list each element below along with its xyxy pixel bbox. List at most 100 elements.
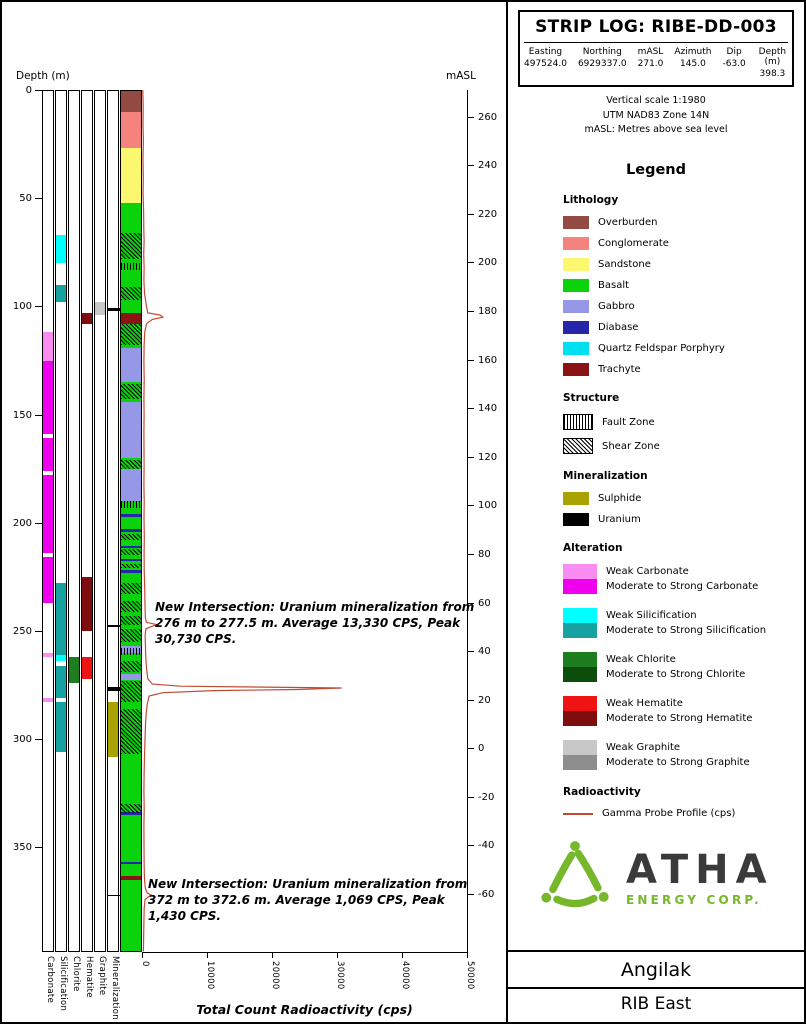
collar-field-depth-m: Depth (m) 398.3 bbox=[757, 47, 788, 79]
depth-tick bbox=[35, 847, 42, 849]
legend-label-weak-hematite: Weak Hematite bbox=[606, 698, 683, 710]
masl-tick bbox=[467, 796, 474, 798]
lithology-interval-trachyte bbox=[121, 312, 141, 324]
masl-tick-label: 0 bbox=[478, 743, 485, 755]
graphite-interval-graphite_weak bbox=[95, 302, 105, 316]
masl-tick bbox=[467, 213, 474, 215]
legend-label-fault-zone: Fault Zone bbox=[602, 416, 655, 428]
shear-zone bbox=[121, 533, 141, 541]
depth-tick-label: 0 bbox=[25, 85, 32, 96]
basalt-swatch bbox=[563, 279, 589, 293]
header-box: STRIP LOG: RIBE-DD-003 Easting 497524.0 No… bbox=[518, 10, 794, 87]
collar-field-value: 497524.0 bbox=[524, 59, 567, 69]
sulphide-swatch bbox=[563, 492, 589, 506]
masl-tick-label: 160 bbox=[478, 354, 498, 366]
cps-tick-label: 0 bbox=[140, 961, 150, 967]
legend-label-weak-carbonate: Weak Carbonate bbox=[606, 566, 689, 578]
scale-notes: Vertical scale 1:1980 UTM NAD83 Zone 14N m… bbox=[508, 94, 804, 138]
shear-zone bbox=[121, 460, 141, 469]
fault-swatch bbox=[563, 414, 593, 431]
legend-pair-weak-hematite: Weak Hematite Moderate to Strong Hematite bbox=[563, 696, 794, 727]
graphite_weak-swatch bbox=[563, 740, 597, 756]
legend-label-quartz-feldspar-porphyry: Quartz Feldspar Porphyry bbox=[598, 343, 725, 355]
masl-axis-title: mASL bbox=[446, 70, 476, 82]
masl-tick-label: 100 bbox=[478, 500, 498, 512]
legend-label-gamma-probe-profile-cps: Gamma Probe Profile (cps) bbox=[602, 808, 736, 820]
pair-swatch bbox=[563, 696, 597, 727]
collar-field-masl: mASL 271.0 bbox=[638, 47, 664, 79]
collar-field-label: Easting bbox=[528, 47, 563, 57]
strip-log-plot: Depth (m) mASL Total Count Radioactivity… bbox=[2, 2, 506, 1022]
depth-tick bbox=[35, 306, 42, 308]
carbonate-interval-carbonate_weak bbox=[43, 698, 53, 703]
masl-tick-label: 240 bbox=[478, 160, 498, 172]
trachyte-swatch bbox=[563, 363, 589, 377]
logo-wordmark: ATHA bbox=[626, 846, 774, 893]
legend-item-sandstone: Sandstone bbox=[563, 258, 794, 272]
masl-tick bbox=[467, 505, 474, 507]
collar-info-table: Easting 497524.0 Northing 6929337.0 mASL 271.… bbox=[524, 42, 788, 79]
atha-logo-icon bbox=[541, 841, 609, 908]
masl-tick bbox=[467, 262, 474, 264]
legend-section-structure: Structure bbox=[563, 392, 620, 405]
shear-zone bbox=[121, 563, 141, 569]
silicification-interval-silicification_strong bbox=[56, 702, 66, 753]
depth-tick bbox=[35, 198, 42, 200]
gamma-swatch bbox=[563, 812, 593, 815]
lithology-interval-diabase bbox=[121, 570, 141, 573]
legend-pair-weak-chlorite: Weak Chlorite Moderate to Strong Chlorite bbox=[563, 652, 794, 683]
lithology-interval-trachyte bbox=[121, 875, 141, 880]
shear-zone bbox=[121, 232, 141, 259]
lithology-interval-diabase bbox=[121, 558, 141, 561]
masl-tick-label: -40 bbox=[478, 840, 495, 852]
masl-tick-label: 180 bbox=[478, 306, 498, 318]
lithology-interval-gabbro bbox=[121, 674, 141, 680]
depth-axis-title: Depth (m) bbox=[16, 70, 70, 82]
lithology-interval-gabbro bbox=[121, 347, 141, 383]
pair-swatch bbox=[563, 608, 597, 639]
collar-field-dip: Dip -63.0 bbox=[722, 47, 745, 79]
area-name: RIB East bbox=[620, 994, 692, 1014]
scale-note-1: Vertical scale 1:1980 bbox=[606, 95, 706, 106]
pair-labels: Weak Carbonate Moderate to Strong Carbona… bbox=[597, 564, 758, 594]
legend-label-weak-graphite: Weak Graphite bbox=[606, 742, 681, 754]
carbonate-interval-carbonate_strong bbox=[43, 475, 53, 554]
masl-tick bbox=[467, 311, 474, 313]
legend-section-mineralization: Mineralization bbox=[563, 470, 648, 483]
legend-title: Legend bbox=[626, 162, 686, 179]
legend-section-lithology: Lithology bbox=[563, 194, 619, 207]
shear-zone bbox=[121, 323, 141, 346]
depth-tick bbox=[35, 414, 42, 416]
cps-tick bbox=[402, 952, 403, 958]
masl-tick-label: 260 bbox=[478, 111, 498, 123]
silicification-interval-silicification_strong bbox=[56, 665, 66, 699]
depth-tick bbox=[35, 90, 42, 91]
legend-label-sulphide: Sulphide bbox=[598, 493, 642, 505]
collar-field-easting: Easting 497524.0 bbox=[524, 47, 567, 79]
legend-label-overburden: Overburden bbox=[598, 217, 658, 229]
legend-section-alteration: Alteration bbox=[563, 542, 623, 555]
legend-item-conglomerate: Conglomerate bbox=[563, 237, 794, 251]
shear-zone bbox=[121, 615, 141, 625]
cps-tick bbox=[207, 952, 208, 958]
legend-item-gabbro: Gabbro bbox=[563, 300, 794, 314]
masl-tick-label: 80 bbox=[478, 548, 491, 560]
masl-tick-label: 40 bbox=[478, 646, 491, 658]
collar-field-value: 6929337.0 bbox=[577, 59, 627, 69]
collar-field-value: -63.0 bbox=[722, 59, 746, 69]
masl-tick bbox=[467, 845, 474, 847]
masl-tick-label: 120 bbox=[478, 451, 498, 463]
chlorite_strong-swatch bbox=[563, 667, 597, 683]
masl-tick-label: 220 bbox=[478, 208, 498, 220]
silicification-interval-silicification_weak bbox=[56, 654, 66, 662]
masl-tick bbox=[467, 602, 474, 604]
overburden-swatch bbox=[563, 216, 589, 230]
legend-item-fault-zone: Fault Zone bbox=[563, 414, 794, 431]
masl-tick-label: 140 bbox=[478, 403, 498, 415]
chlorite-track bbox=[68, 90, 80, 952]
masl-tick bbox=[467, 699, 474, 701]
collar-field-value: 398.3 bbox=[759, 69, 786, 79]
masl-tick bbox=[467, 893, 474, 895]
lithology-interval-gabbro bbox=[121, 468, 141, 502]
pair-labels: Weak Chlorite Moderate to Strong Chlorite bbox=[597, 652, 745, 682]
